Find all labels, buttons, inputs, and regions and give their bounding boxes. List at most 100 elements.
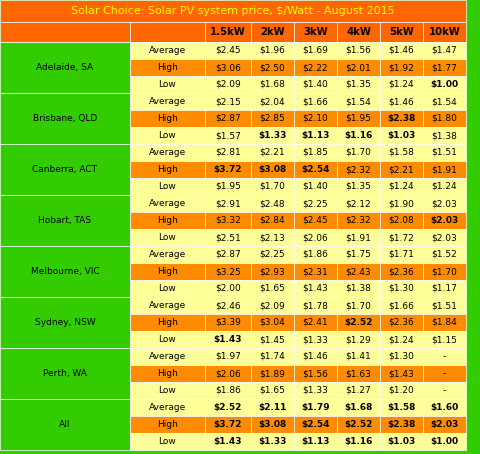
Bar xyxy=(251,76,293,93)
Bar xyxy=(336,144,379,161)
Bar xyxy=(251,365,293,382)
Text: $1.89: $1.89 xyxy=(259,369,285,378)
Bar xyxy=(130,399,204,416)
Text: $2.01: $2.01 xyxy=(345,63,371,72)
Text: $1.43: $1.43 xyxy=(213,437,242,446)
Bar xyxy=(422,399,465,416)
Bar xyxy=(379,22,422,42)
Text: $1.71: $1.71 xyxy=(388,250,414,259)
Text: $1.56: $1.56 xyxy=(302,369,328,378)
Text: $1.16: $1.16 xyxy=(344,437,372,446)
Bar xyxy=(251,195,293,212)
Bar xyxy=(293,348,336,365)
Text: $2.87: $2.87 xyxy=(215,250,240,259)
Text: $3.32: $3.32 xyxy=(215,216,240,225)
Bar xyxy=(422,314,465,331)
Bar xyxy=(379,212,422,229)
Bar xyxy=(130,195,204,212)
Bar xyxy=(293,22,336,42)
Bar xyxy=(251,297,293,314)
Bar xyxy=(204,22,251,42)
Text: Low: Low xyxy=(158,80,176,89)
Text: $2.09: $2.09 xyxy=(259,301,285,310)
Text: $1.86: $1.86 xyxy=(215,386,240,395)
Bar xyxy=(293,433,336,450)
Text: $2.11: $2.11 xyxy=(258,403,286,412)
Text: $1.24: $1.24 xyxy=(431,182,456,191)
Bar xyxy=(336,76,379,93)
Bar xyxy=(336,178,379,195)
Text: $2.48: $2.48 xyxy=(259,199,285,208)
Bar xyxy=(379,331,422,348)
Bar xyxy=(336,229,379,246)
Bar xyxy=(336,433,379,450)
Text: $1.95: $1.95 xyxy=(345,114,371,123)
Text: 2kW: 2kW xyxy=(260,27,284,37)
Bar xyxy=(422,127,465,144)
Bar xyxy=(336,416,379,433)
Text: $1.86: $1.86 xyxy=(302,250,328,259)
Bar xyxy=(336,297,379,314)
Text: Low: Low xyxy=(158,131,176,140)
Text: $1.70: $1.70 xyxy=(345,301,371,310)
Text: $1.13: $1.13 xyxy=(300,437,329,446)
Text: Average: Average xyxy=(149,250,186,259)
Text: -: - xyxy=(442,369,445,378)
Text: $2.21: $2.21 xyxy=(259,148,285,157)
Text: $3.39: $3.39 xyxy=(215,318,240,327)
Text: $1.29: $1.29 xyxy=(345,335,371,344)
Bar xyxy=(379,314,422,331)
Text: High: High xyxy=(157,318,178,327)
Bar xyxy=(251,280,293,297)
Bar xyxy=(379,76,422,93)
Bar xyxy=(336,22,379,42)
Text: $2.54: $2.54 xyxy=(300,420,329,429)
Text: $1.03: $1.03 xyxy=(386,131,415,140)
Text: $2.13: $2.13 xyxy=(259,233,285,242)
Text: $2.21: $2.21 xyxy=(388,165,413,174)
Bar xyxy=(251,127,293,144)
Text: $3.04: $3.04 xyxy=(259,318,285,327)
Text: $1.57: $1.57 xyxy=(215,131,240,140)
Bar xyxy=(293,93,336,110)
Bar xyxy=(251,348,293,365)
Text: High: High xyxy=(157,369,178,378)
Text: $2.52: $2.52 xyxy=(344,420,372,429)
Text: $1.40: $1.40 xyxy=(302,182,328,191)
Bar xyxy=(422,280,465,297)
Text: $2.87: $2.87 xyxy=(215,114,240,123)
Text: Low: Low xyxy=(158,335,176,344)
Bar xyxy=(422,365,465,382)
Bar xyxy=(422,212,465,229)
Bar xyxy=(336,314,379,331)
Bar xyxy=(379,280,422,297)
Text: $1.47: $1.47 xyxy=(431,46,456,55)
Bar xyxy=(293,382,336,399)
Text: Low: Low xyxy=(158,182,176,191)
Bar xyxy=(293,110,336,127)
Text: High: High xyxy=(157,267,178,276)
Text: All: All xyxy=(59,420,71,429)
Text: $1.45: $1.45 xyxy=(259,335,285,344)
Bar xyxy=(336,348,379,365)
Bar xyxy=(251,212,293,229)
Text: Canberra, ACT: Canberra, ACT xyxy=(33,165,97,174)
Text: $1.63: $1.63 xyxy=(345,369,371,378)
Text: $2.38: $2.38 xyxy=(386,114,415,123)
Text: High: High xyxy=(157,63,178,72)
Text: $1.46: $1.46 xyxy=(388,46,413,55)
Text: $1.91: $1.91 xyxy=(345,233,371,242)
Text: $1.17: $1.17 xyxy=(431,284,456,293)
Text: $1.24: $1.24 xyxy=(388,182,413,191)
Bar xyxy=(422,433,465,450)
Text: $2.22: $2.22 xyxy=(302,63,327,72)
Bar xyxy=(0,246,130,297)
Bar xyxy=(130,127,204,144)
Text: $1.46: $1.46 xyxy=(302,352,328,361)
Text: Average: Average xyxy=(149,148,186,157)
Text: $1.66: $1.66 xyxy=(302,97,328,106)
Bar xyxy=(379,399,422,416)
Bar xyxy=(251,399,293,416)
Bar xyxy=(251,416,293,433)
Bar xyxy=(293,178,336,195)
